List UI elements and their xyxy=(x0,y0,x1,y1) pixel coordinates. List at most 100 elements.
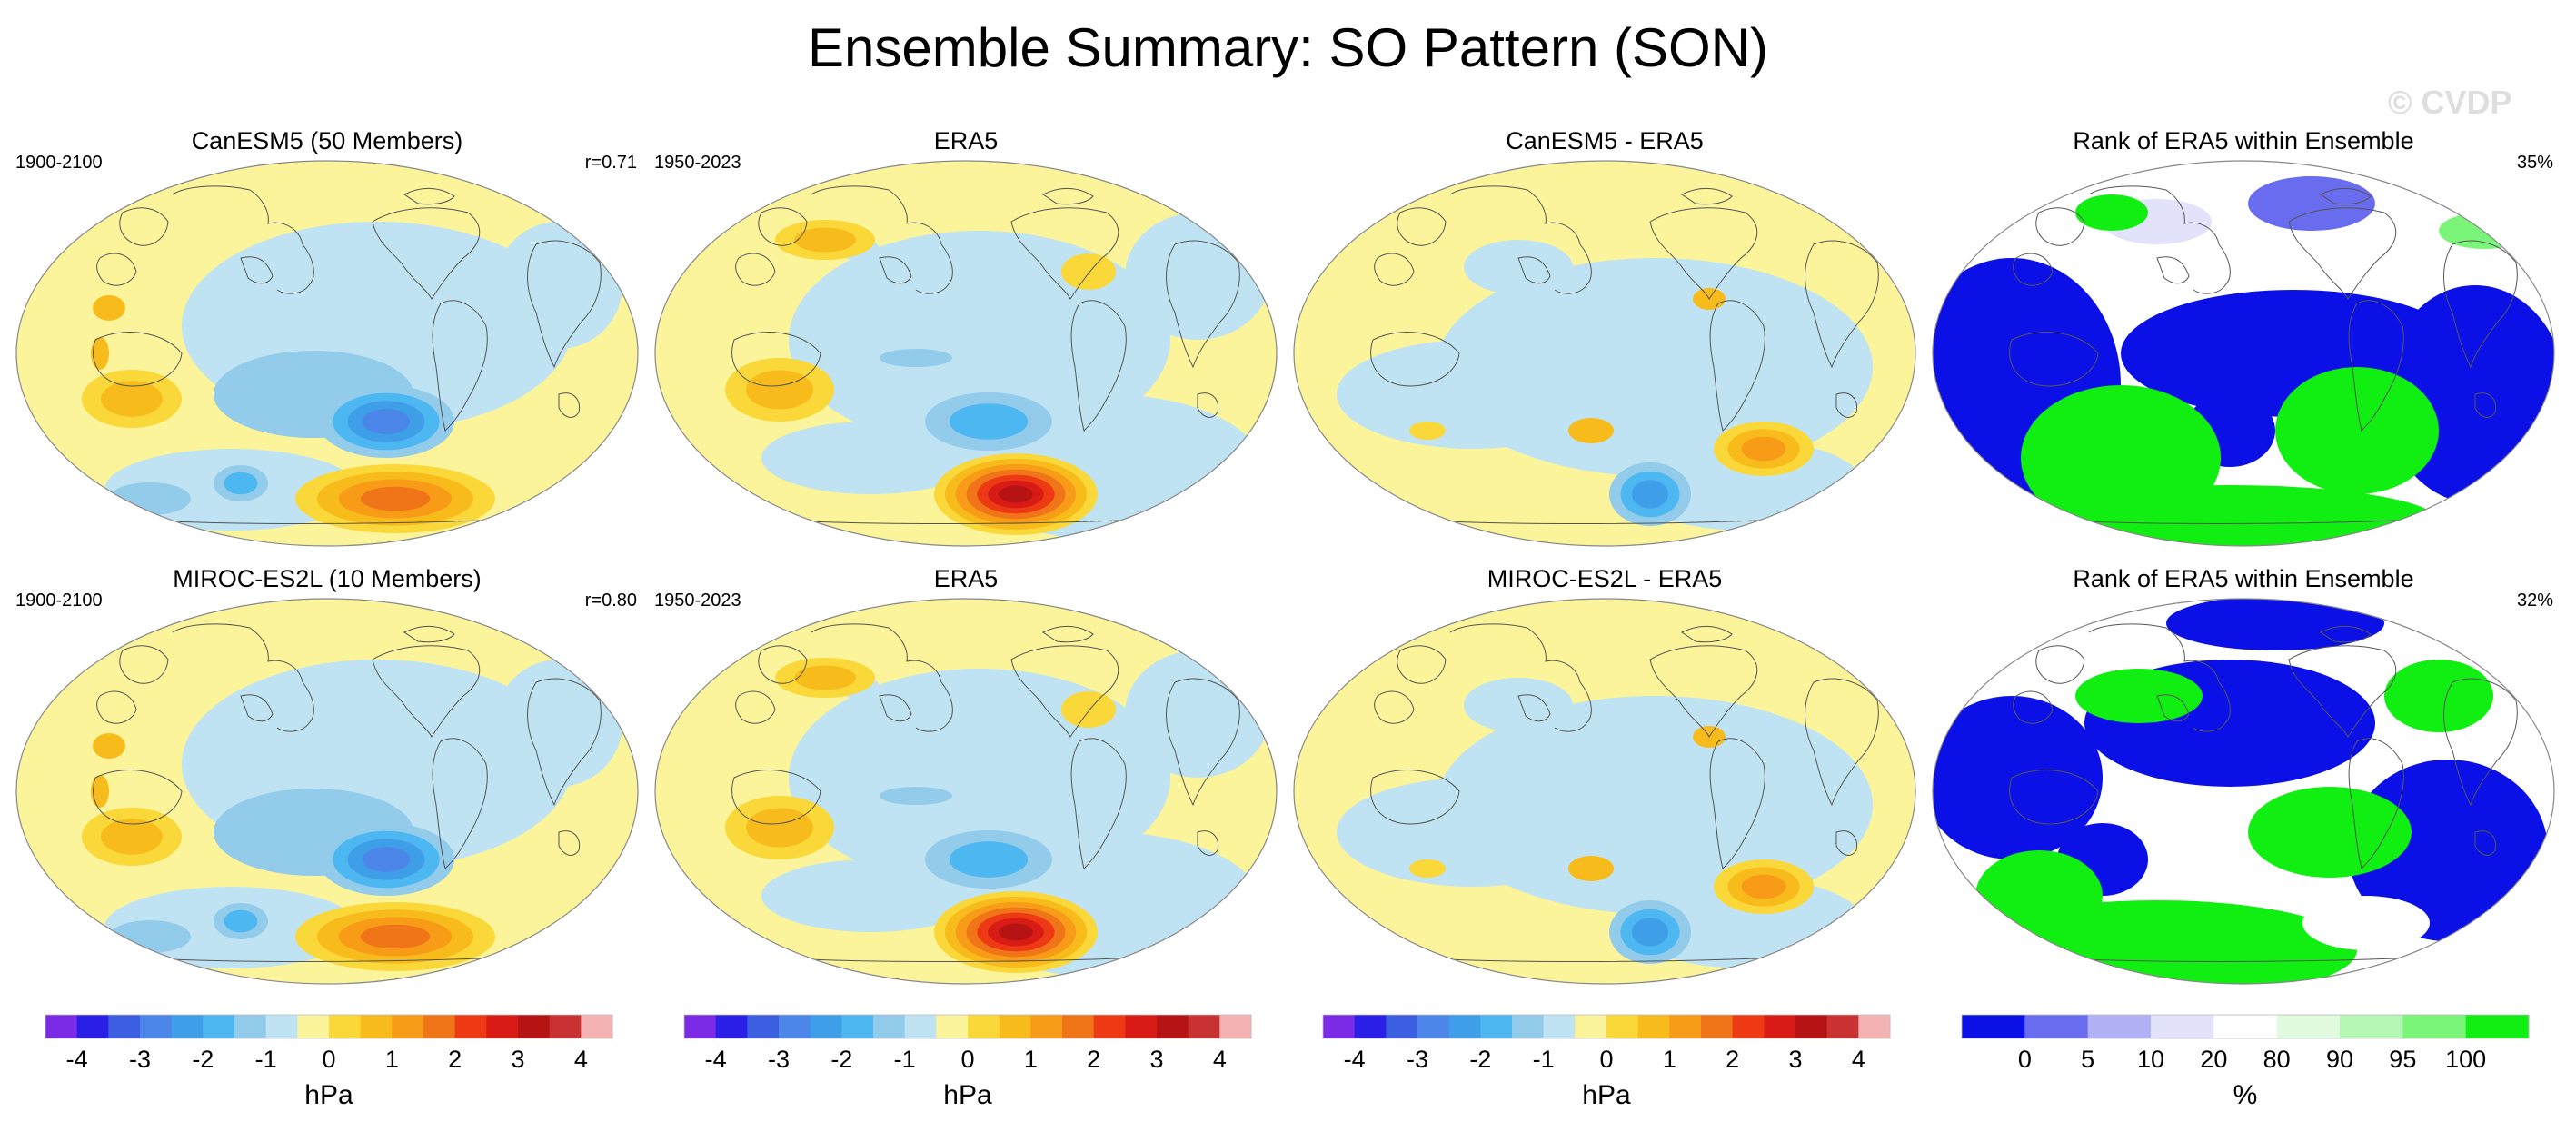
colorbar-swatch xyxy=(1543,1015,1576,1038)
colorbar-swatch xyxy=(1701,1015,1734,1038)
coastline xyxy=(1374,690,1415,724)
coastline xyxy=(1374,253,1415,286)
cvdp-watermark: © CVDP xyxy=(2388,84,2512,121)
coastline xyxy=(1835,392,1858,418)
panel-period: 1900-2100 xyxy=(15,591,103,611)
colorbar-swatch xyxy=(1030,1015,1063,1038)
high-pressure-center xyxy=(746,808,813,848)
colorbar-tick-label: -3 xyxy=(1407,1046,1428,1073)
map-era5-top xyxy=(654,160,1278,547)
coastline xyxy=(2156,694,2190,722)
colorbar-tick-label: 0 xyxy=(1599,1046,1613,1073)
coastline xyxy=(1805,678,1879,807)
coastline xyxy=(96,690,137,724)
colorbar-swatch xyxy=(715,1015,748,1038)
colorbar-swatch xyxy=(1637,1015,1670,1038)
positive-anomaly-region xyxy=(1568,418,1614,443)
high-pressure-center xyxy=(1741,436,1786,462)
colorbar-swatch xyxy=(329,1015,362,1038)
coastline xyxy=(2013,253,2054,286)
colorbar-swatch xyxy=(1188,1015,1220,1038)
colorbar-tick-label: -4 xyxy=(66,1046,88,1073)
panel-miroc-minus-era5: MIROC-ES2L - ERA5 xyxy=(1291,565,1918,992)
colorbar-tick-label: 0 xyxy=(960,1046,974,1073)
colorbar-swatch xyxy=(171,1015,204,1038)
field-layer xyxy=(16,161,638,546)
globe-outline xyxy=(1293,160,1916,547)
high-rank-region xyxy=(2075,194,2148,231)
coastline xyxy=(2009,770,2099,825)
coastline xyxy=(731,332,821,387)
coastline xyxy=(1835,830,1858,856)
panel-stat: 32% xyxy=(2516,591,2553,611)
coastline xyxy=(403,188,455,205)
colorbar-frame xyxy=(1322,1014,1891,1039)
colorbar-swatch xyxy=(1157,1015,1189,1038)
positive-anomaly-region xyxy=(1061,253,1116,290)
colorbar-swatch xyxy=(1093,1015,1126,1038)
colorbar-swatch xyxy=(684,1015,717,1038)
colorbar-swatch xyxy=(360,1015,393,1038)
coastline xyxy=(1449,185,1592,294)
panel-stat: r=0.80 xyxy=(584,591,637,611)
coastline xyxy=(372,207,481,300)
map-canesm5 xyxy=(15,160,639,547)
coastline xyxy=(240,256,274,284)
map-rank-top xyxy=(1932,160,2555,547)
coastline xyxy=(93,332,183,387)
coastline xyxy=(731,770,821,825)
colorbar-swatch xyxy=(873,1015,906,1038)
panel-title: Rank of ERA5 within Ensemble xyxy=(2073,127,2414,154)
colorbar-swatch xyxy=(203,1015,235,1038)
coastline xyxy=(2320,188,2372,205)
colorbar-tick-label: 0 xyxy=(2018,1046,2032,1073)
panel-miroc: MIROC-ES2L (10 Members) 1900-2100 r=0.80 xyxy=(14,565,641,992)
positive-anomaly-region xyxy=(93,733,125,759)
colorbar-scale: 0 5 10 20 80 90 95 100 xyxy=(1961,1014,2530,1073)
colorbar-swatch xyxy=(1826,1015,1859,1038)
coastline xyxy=(172,623,314,732)
coastline xyxy=(1449,623,1592,732)
colorbar-units: hPa xyxy=(943,1080,992,1110)
colorbar-scale: -4 -3 -2 -1 0 1 2 3 4 xyxy=(1322,1014,1891,1073)
colorbar-swatch xyxy=(1386,1015,1418,1038)
high-pressure-center xyxy=(999,923,1033,941)
colorbar-swatch xyxy=(1354,1015,1387,1038)
colorbar-tick-label: 4 xyxy=(574,1046,588,1073)
colorbar-swatch xyxy=(518,1015,551,1038)
positive-anomaly-region xyxy=(91,337,109,370)
coastline xyxy=(372,645,481,738)
colorbar-tick-label: -3 xyxy=(768,1046,790,1073)
coastline xyxy=(1010,207,1119,300)
colorbar-swatch xyxy=(1669,1015,1702,1038)
negative-anomaly-region xyxy=(889,253,998,317)
colorbar-swatch xyxy=(1062,1015,1095,1038)
colorbar-swatch xyxy=(2465,1015,2530,1038)
field-layer xyxy=(1294,599,1915,984)
low-pressure-center xyxy=(949,403,1029,440)
coastline xyxy=(758,645,808,684)
colorbar-frame xyxy=(1961,1014,2530,1039)
coastline xyxy=(2320,626,2372,643)
panel-period: 1900-2100 xyxy=(15,153,103,173)
coastline xyxy=(2288,645,2397,738)
coastline xyxy=(811,185,953,294)
panel-rank-top: Rank of ERA5 within Ensemble 35% xyxy=(1930,127,2557,554)
panel-era5-top: ERA5 1950-2023 xyxy=(652,127,1279,554)
colorbar-tick-label: -4 xyxy=(1344,1046,1366,1073)
high-rank-region xyxy=(2275,367,2439,494)
positive-anomaly-region xyxy=(1409,422,1446,440)
coastline xyxy=(879,256,912,284)
coastline xyxy=(1042,626,1094,643)
high-rank-region xyxy=(2384,660,2493,732)
colorbar-tick-label: 80 xyxy=(2263,1046,2291,1073)
panel-title: ERA5 xyxy=(933,565,999,592)
coastline xyxy=(2009,332,2099,387)
high-pressure-center xyxy=(360,924,431,949)
coastline xyxy=(2443,240,2518,369)
low-pressure-center xyxy=(224,472,258,495)
colorbar-swatch xyxy=(1448,1015,1481,1038)
field-layer xyxy=(1933,599,2554,984)
colorbar-swatch xyxy=(1962,1015,2025,1038)
colorbar-tick-label: -2 xyxy=(1469,1046,1491,1073)
